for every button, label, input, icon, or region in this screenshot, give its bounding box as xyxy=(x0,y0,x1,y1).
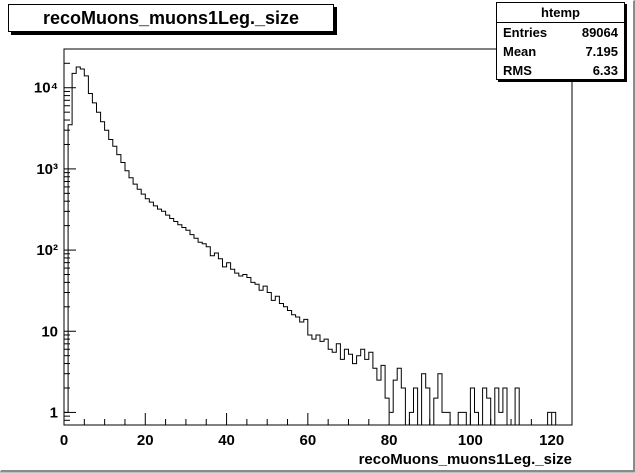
y-tick-label: 1 xyxy=(50,404,58,421)
plot-frame xyxy=(63,48,573,426)
stats-value: 6.33 xyxy=(592,63,618,78)
stats-label: Entries xyxy=(503,25,548,40)
stats-row-rms: RMS 6.33 xyxy=(497,61,624,80)
stats-value: 7.195 xyxy=(585,44,618,59)
y-tick-label: 10⁴ xyxy=(34,80,58,97)
histogram-title: recoMuons_muons1Leg._size xyxy=(42,7,300,28)
y-tick-label: 10² xyxy=(36,242,58,259)
y-tick-label: 10 xyxy=(41,323,58,340)
y-tick-label: 10³ xyxy=(36,161,58,178)
x-tick-label: 60 xyxy=(299,432,316,449)
stats-row-entries: Entries 89064 xyxy=(497,23,624,42)
x-tick-label: 100 xyxy=(458,432,483,449)
stats-label: Mean xyxy=(503,44,537,59)
x-tick-label: 0 xyxy=(60,432,68,449)
x-tick-label: 40 xyxy=(218,432,235,449)
x-tick-label: 80 xyxy=(381,432,398,449)
histogram-title-box: recoMuons_muons1Leg._size xyxy=(8,4,334,32)
stats-box: htemp Entries 89064 Mean 7.195 RMS 6.33 xyxy=(496,2,625,80)
histogram-series-line xyxy=(63,66,557,426)
x-tick-label: 20 xyxy=(137,432,154,449)
stats-label: RMS xyxy=(503,63,532,78)
x-axis-title: recoMuons_muons1Leg._size xyxy=(359,451,572,468)
stats-box-name: htemp xyxy=(497,3,624,23)
stats-row-mean: Mean 7.195 xyxy=(497,42,624,61)
stats-value: 89064 xyxy=(581,25,618,40)
x-tick-label: 120 xyxy=(539,432,564,449)
